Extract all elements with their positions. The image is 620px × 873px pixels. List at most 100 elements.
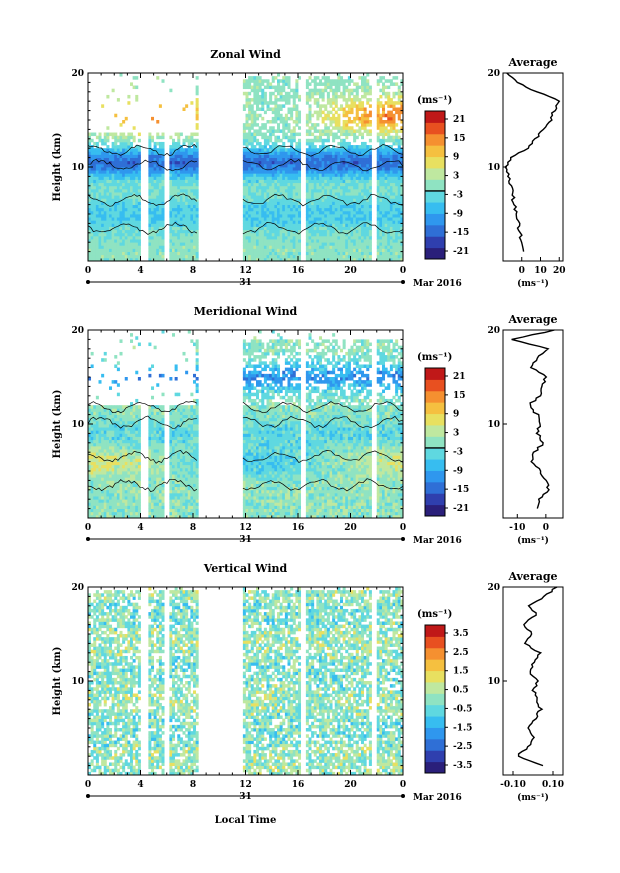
heatmap-cell bbox=[395, 107, 399, 111]
heatmap-cell bbox=[248, 195, 252, 199]
heatmap-cell bbox=[295, 151, 299, 155]
heatmap-cell bbox=[295, 167, 299, 171]
heatmap-cell bbox=[298, 195, 302, 199]
heatmap-cell bbox=[93, 210, 97, 215]
heatmap-cell bbox=[90, 138, 94, 143]
heatmap-cell bbox=[109, 257, 113, 262]
heatmap-cell bbox=[98, 477, 102, 481]
heatmap-cell bbox=[106, 502, 110, 506]
heatmap-cell bbox=[400, 210, 404, 215]
heatmap-cell bbox=[266, 195, 270, 199]
heatmap-cell bbox=[321, 257, 325, 262]
heatmap-cell bbox=[326, 176, 330, 180]
heatmap-cell bbox=[311, 113, 315, 118]
heatmap-cell bbox=[101, 167, 105, 171]
heatmap-cell bbox=[153, 242, 157, 246]
heatmap-cell bbox=[279, 157, 283, 162]
heatmap-cell bbox=[161, 220, 165, 224]
heatmap-cell bbox=[329, 85, 333, 90]
heatmap-cell bbox=[182, 151, 186, 155]
heatmap-cell bbox=[326, 85, 330, 90]
heatmap-cell bbox=[355, 148, 359, 152]
heatmap-cell bbox=[248, 185, 252, 190]
heatmap-cell bbox=[342, 195, 346, 199]
heatmap-cell bbox=[353, 145, 357, 149]
heatmap-cell bbox=[88, 198, 92, 202]
heatmap-cell bbox=[242, 176, 246, 180]
heatmap-cell bbox=[116, 254, 120, 259]
date-label: 31 bbox=[239, 278, 252, 288]
heatmap-cell bbox=[114, 229, 118, 234]
heatmap-cell bbox=[137, 242, 141, 246]
heatmap-cell bbox=[174, 157, 178, 162]
heatmap-cell bbox=[111, 170, 115, 174]
heatmap-cell bbox=[290, 210, 294, 215]
heatmap-cell bbox=[295, 82, 299, 86]
heatmap-cell bbox=[277, 207, 281, 212]
heatmap-cell bbox=[106, 135, 110, 140]
heatmap-cell bbox=[305, 123, 309, 127]
heatmap-cell bbox=[382, 151, 386, 155]
heatmap-cell bbox=[350, 170, 354, 174]
heatmap-cell bbox=[347, 204, 351, 209]
heatmap-cell bbox=[329, 232, 333, 237]
heatmap-cell bbox=[258, 245, 262, 249]
heatmap-cell bbox=[101, 514, 105, 519]
heatmap-cell bbox=[182, 204, 186, 209]
heatmap-cell bbox=[368, 151, 372, 155]
heatmap-cell bbox=[376, 116, 380, 121]
heatmap-cell bbox=[384, 245, 388, 249]
heatmap-cell bbox=[185, 179, 189, 184]
heatmap-cell bbox=[106, 257, 110, 262]
heatmap-cell bbox=[263, 242, 267, 246]
heatmap-cell bbox=[382, 141, 386, 146]
heatmap-cell bbox=[90, 411, 94, 415]
heatmap-cell bbox=[355, 123, 359, 127]
heatmap-cell bbox=[137, 210, 141, 215]
heatmap-cell bbox=[116, 232, 120, 237]
heatmap-cell bbox=[114, 436, 118, 441]
heatmap-cell bbox=[269, 101, 273, 105]
heatmap-cell bbox=[153, 145, 157, 149]
heatmap-cell bbox=[195, 217, 199, 221]
heatmap-cell bbox=[153, 167, 157, 171]
heatmap-cell bbox=[363, 160, 367, 165]
heatmap-cell bbox=[101, 192, 105, 196]
heatmap-cell bbox=[284, 82, 288, 86]
heatmap-cell bbox=[95, 442, 99, 447]
heatmap-cell bbox=[366, 73, 370, 77]
heatmap-cell bbox=[353, 201, 357, 205]
heatmap-cell bbox=[114, 223, 118, 227]
heatmap-cell bbox=[387, 242, 391, 246]
heatmap-cell bbox=[366, 157, 370, 162]
heatmap-cell bbox=[109, 471, 113, 475]
heatmap-cell bbox=[261, 254, 265, 259]
heatmap-cell bbox=[334, 98, 338, 102]
heatmap-cell bbox=[135, 217, 139, 221]
heatmap-cell bbox=[109, 420, 113, 425]
heatmap-cell bbox=[271, 257, 275, 262]
heatmap-cell bbox=[190, 132, 194, 137]
heatmap-cell bbox=[111, 499, 115, 503]
heatmap-cell bbox=[274, 188, 278, 193]
heatmap-cell bbox=[177, 210, 181, 215]
heatmap-cell bbox=[258, 154, 262, 158]
heatmap-cell bbox=[355, 163, 359, 168]
heatmap-cell bbox=[179, 232, 183, 237]
heatmap-cell bbox=[282, 257, 286, 262]
heatmap-cell bbox=[137, 223, 141, 227]
heatmap-cell bbox=[106, 499, 110, 503]
heatmap-cell bbox=[258, 101, 262, 105]
heatmap-cell bbox=[263, 163, 267, 168]
heatmap-cell bbox=[287, 157, 291, 162]
heatmap-cell bbox=[190, 195, 194, 199]
heatmap-cell bbox=[256, 104, 260, 108]
heatmap-cell bbox=[334, 167, 338, 171]
heatmap-cell bbox=[313, 157, 317, 162]
heatmap-cell bbox=[190, 148, 194, 152]
heatmap-cell bbox=[347, 132, 351, 137]
heatmap-cell bbox=[355, 235, 359, 240]
heatmap-cell bbox=[195, 76, 199, 80]
heatmap-cell bbox=[148, 132, 152, 137]
heatmap-cell bbox=[116, 179, 120, 184]
